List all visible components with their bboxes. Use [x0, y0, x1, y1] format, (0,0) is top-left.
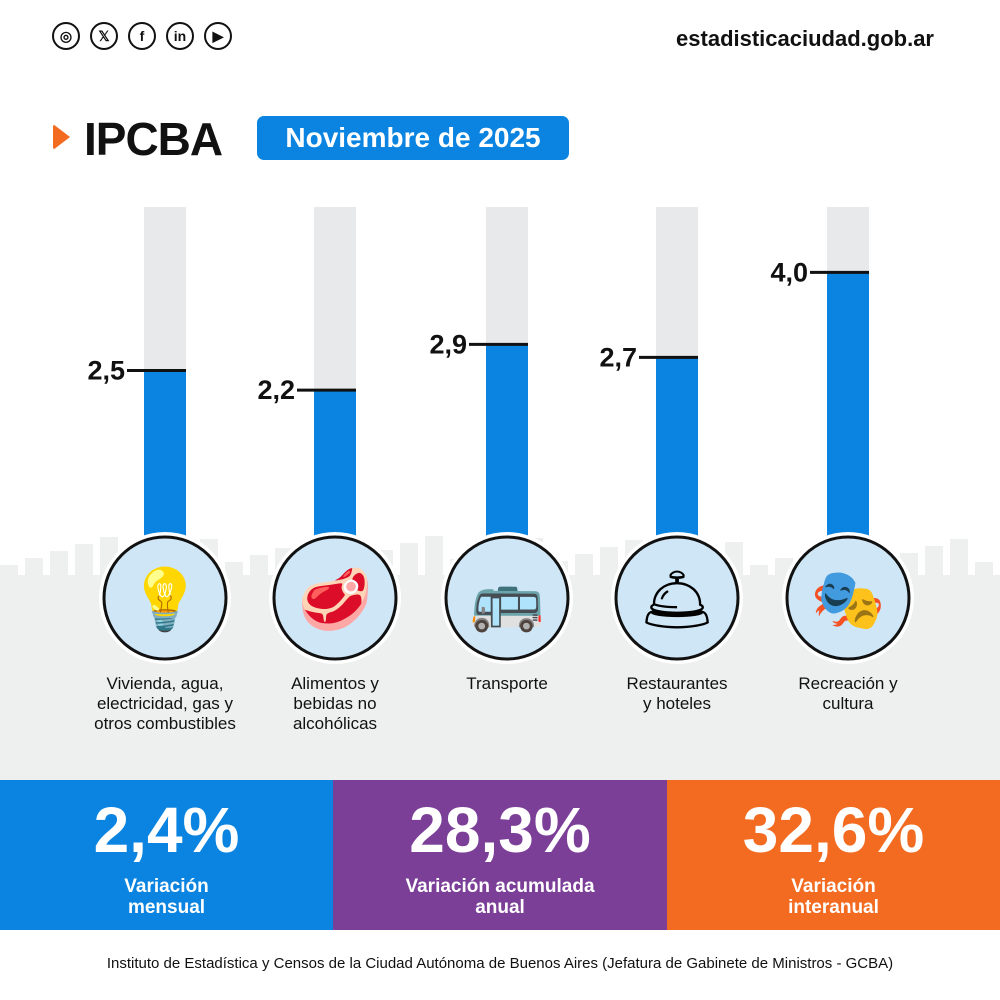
stat-value: 28,3% [409, 794, 591, 866]
category-label: Alimentos y bebidas no alcohólicas [291, 674, 379, 733]
stat-value: 32,6% [742, 794, 925, 866]
theater-masks-icon: 🎭 [811, 566, 886, 633]
footer-source: Instituto de Estadística y Censos de la … [106, 955, 894, 972]
facebook-icon[interactable]: f [128, 22, 156, 50]
linkedin-icon[interactable]: in [166, 22, 194, 50]
instagram-icon[interactable]: ◎ [52, 22, 80, 50]
icon-circle [785, 535, 911, 661]
stat-monthly: 2,4% Variación mensual [0, 780, 333, 930]
bar [486, 344, 528, 539]
icon-circle [444, 535, 570, 661]
skyline-building [950, 539, 968, 575]
bar-chart: 2,5 💡 2,2 🥩 2,9 🚌 2,7 🛎 4,0 🎭 [0, 207, 993, 661]
bar-value-label: 2,9 [429, 329, 467, 359]
skyline-building [400, 543, 418, 575]
service-bell-icon: 🛎 [639, 566, 715, 633]
stat-interannual: 32,6% Variación interanual [667, 780, 1000, 930]
bar-value-label: 2,7 [599, 342, 637, 372]
skyline-building [750, 565, 768, 575]
icon-circle [102, 535, 228, 661]
icon-circle [272, 535, 398, 661]
period-badge: Noviembre de 2025 [257, 116, 569, 160]
bar [144, 370, 186, 539]
skyline-building [425, 536, 443, 575]
arrow-icon [53, 124, 70, 150]
category-label: Recreación y cultura [798, 674, 898, 713]
skyline-building [975, 562, 993, 575]
stat-cumulative: 28,3% Variación acumulada anual [333, 780, 667, 930]
skyline-building [600, 547, 618, 575]
bar [314, 390, 356, 539]
bar-value-label: 4,0 [770, 257, 808, 287]
skyline-building [925, 546, 943, 575]
lightbulb-icon: 💡 [128, 565, 203, 634]
x-icon[interactable]: 𝕏 [90, 22, 118, 50]
skyline-building [225, 562, 243, 575]
skyline-building [575, 554, 593, 575]
bar [827, 272, 869, 539]
stat-value: 2,4% [93, 794, 240, 866]
stat-label: Variación mensual [124, 876, 209, 918]
skyline-building [50, 551, 68, 575]
skyline-building [0, 565, 18, 575]
skyline-building [25, 558, 43, 575]
skyline-building [75, 544, 93, 575]
page-title: IPCBA [84, 113, 223, 165]
meat-icon: 🥩 [298, 565, 373, 635]
bar [656, 357, 698, 539]
stat-label: Variación interanual [788, 876, 879, 918]
icon-circle [614, 535, 740, 661]
bar-value-label: 2,5 [87, 356, 125, 386]
category-label: Transporte [466, 674, 548, 693]
bar-value-label: 2,2 [257, 375, 295, 405]
category-label: Restaurantes y hoteles [626, 674, 728, 713]
youtube-icon[interactable]: ▶ [204, 22, 232, 50]
stat-label: Variación acumulada anual [405, 876, 595, 918]
site-url[interactable]: estadisticaciudad.gob.ar [676, 26, 934, 51]
skyline-building [250, 555, 268, 575]
social-links: ◎ 𝕏 f in ▶ [52, 22, 232, 50]
category-label: Vivienda, agua, electricidad, gas y otro… [94, 674, 236, 733]
bus-icon: 🚌 [470, 566, 545, 634]
